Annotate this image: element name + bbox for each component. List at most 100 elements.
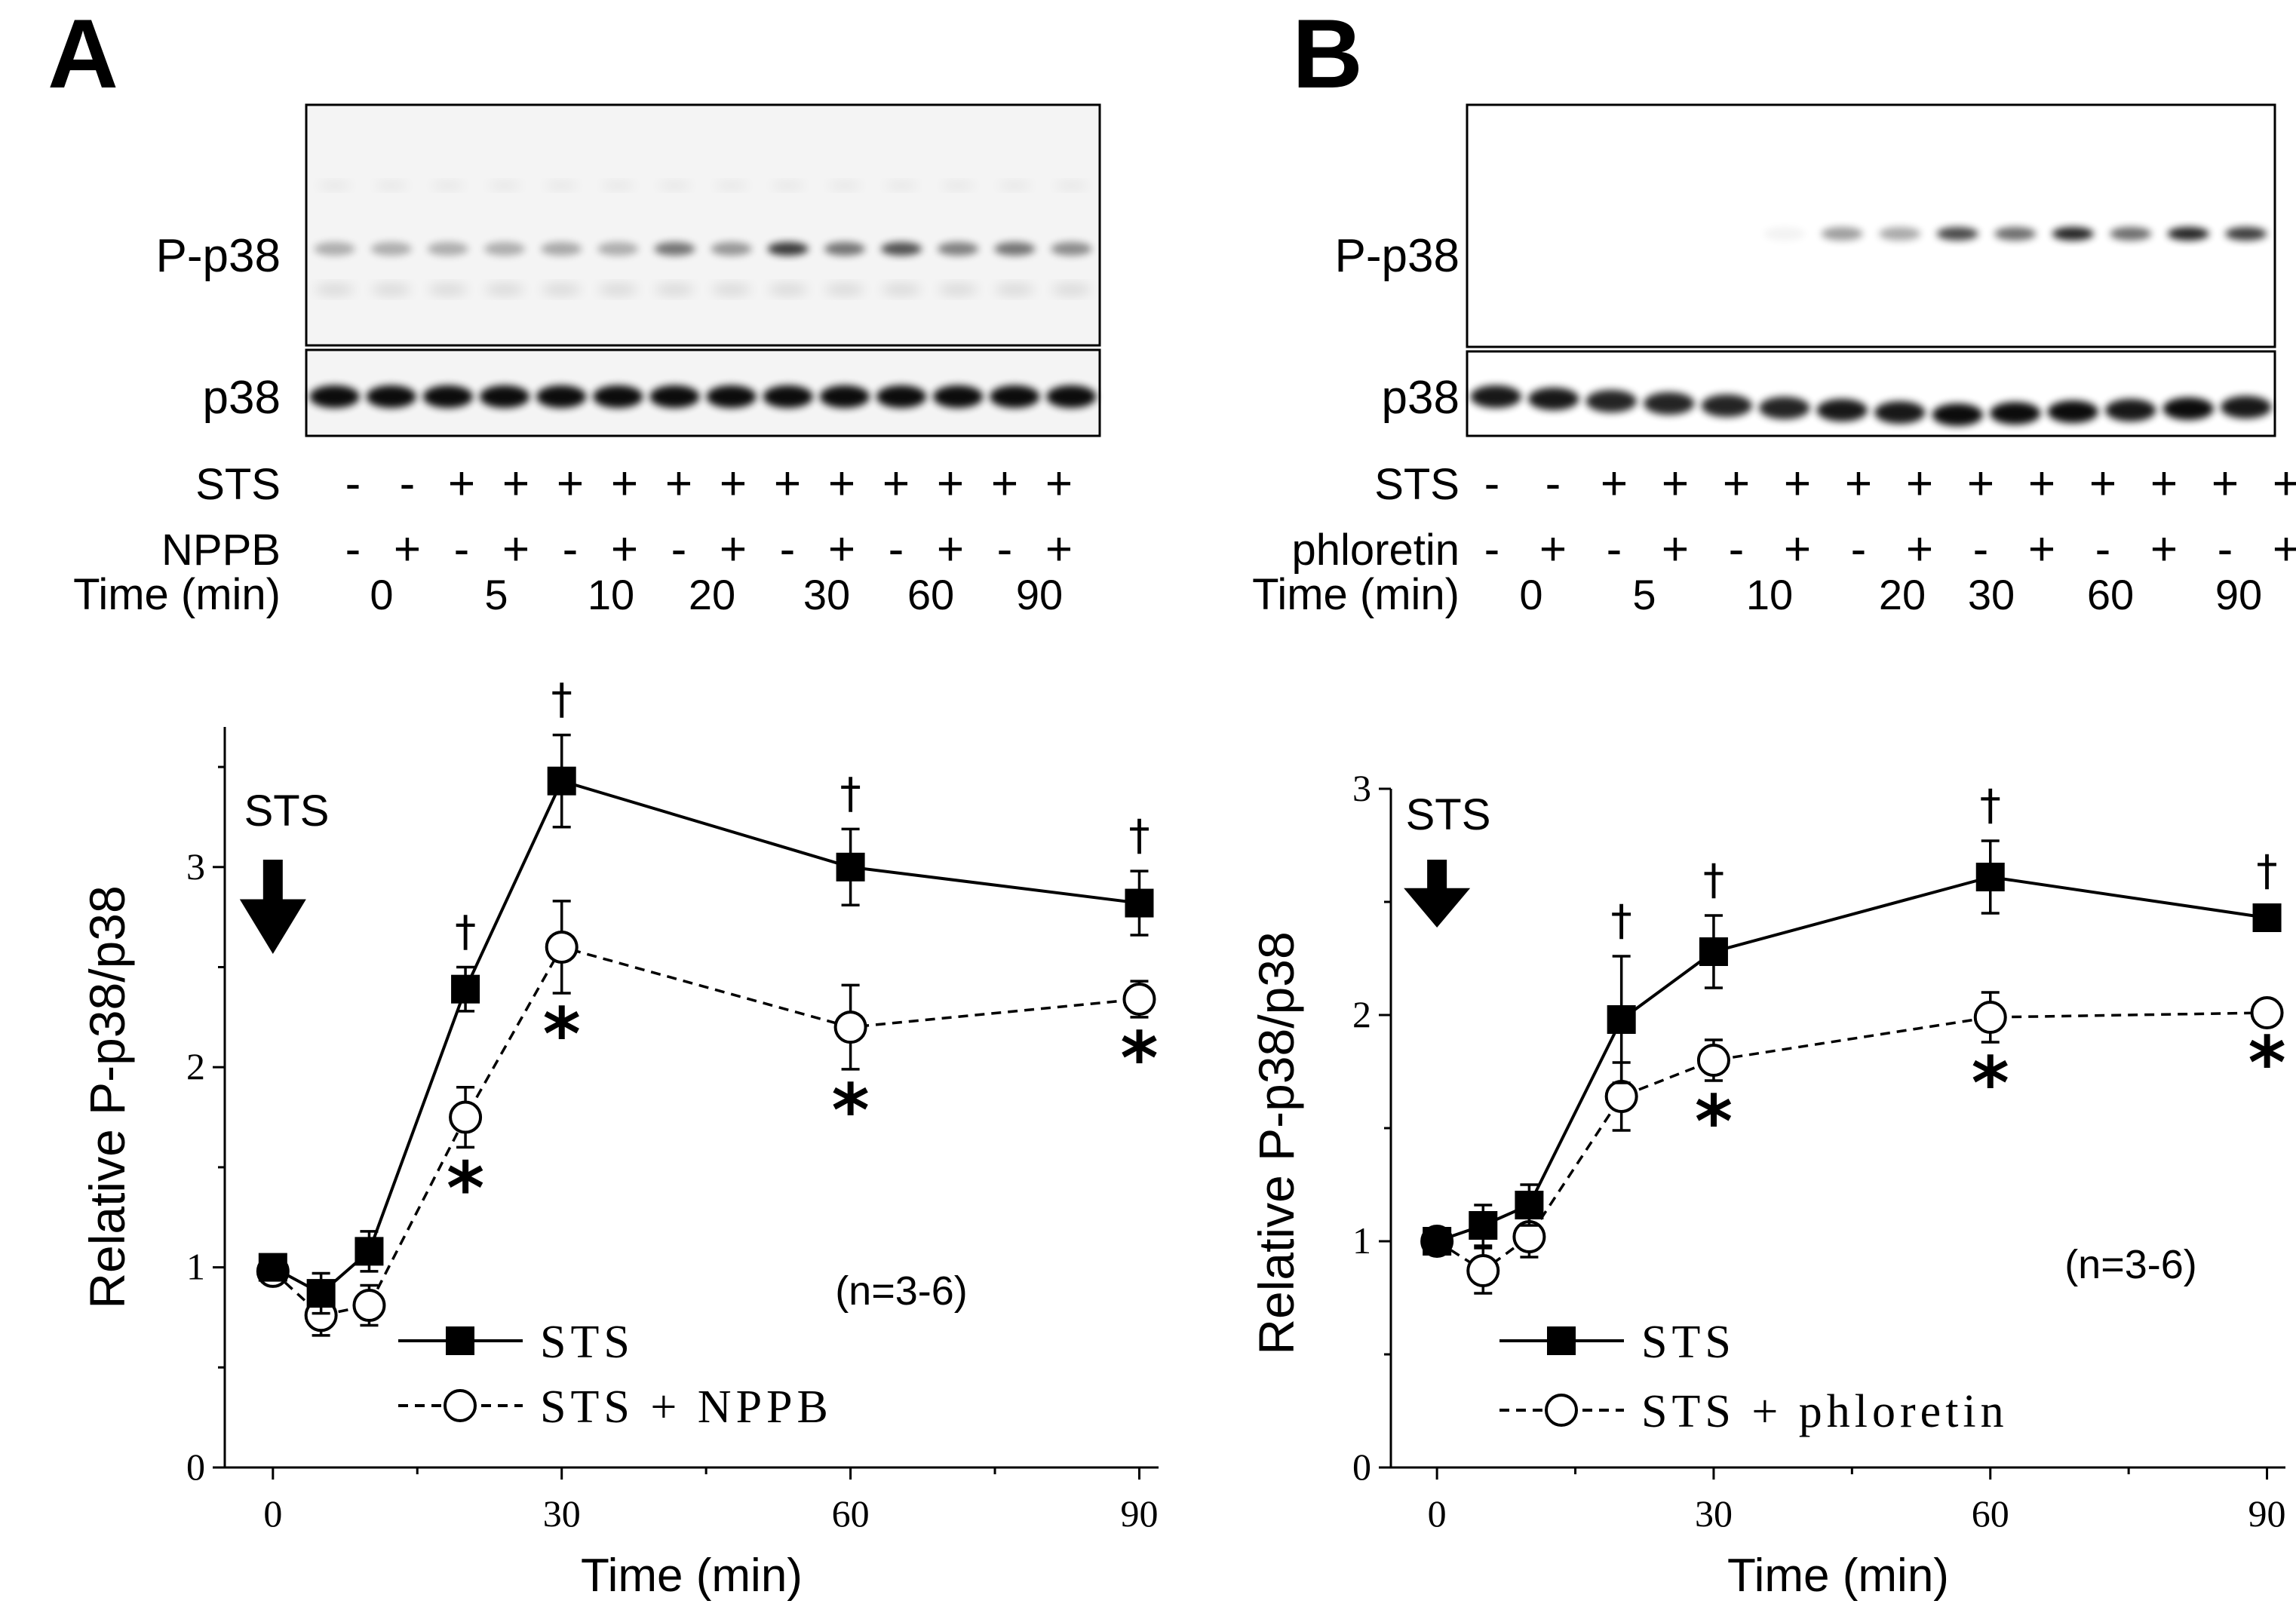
total-band — [933, 385, 984, 408]
phospho-band — [1051, 242, 1092, 256]
treatment-sign: - — [671, 523, 687, 575]
treatment-sign: + — [937, 523, 964, 575]
treatment-sign: + — [720, 458, 747, 510]
phospho-band — [994, 242, 1036, 256]
background-band — [487, 182, 522, 189]
stimulus-arrow-shaft — [262, 860, 283, 903]
treatment-sign: + — [611, 523, 638, 575]
background-band — [1051, 284, 1091, 295]
x-tick-label: 90 — [1120, 1492, 1158, 1535]
total-band — [1701, 394, 1752, 417]
background-band — [827, 182, 862, 189]
dagger-marker: † — [455, 907, 476, 956]
blot-box-phospho — [1466, 103, 2276, 348]
background-band — [714, 182, 749, 189]
treatment-sign: + — [1045, 523, 1073, 575]
treatment-sign: + — [1723, 458, 1750, 510]
treatment-sign: + — [557, 458, 584, 510]
legend-marker-circle — [444, 1389, 477, 1422]
x-axis-label: Time (min) — [1727, 1550, 1949, 1602]
data-point-square — [1607, 1005, 1636, 1034]
treatment-sign: - — [1546, 458, 1561, 510]
data-point-square — [547, 766, 576, 796]
total-band — [649, 385, 700, 408]
treatment-sign: + — [611, 458, 638, 510]
dagger-marker: † — [1611, 897, 1632, 946]
phospho-band — [1936, 227, 1978, 241]
total-band — [1932, 403, 1983, 426]
star-marker: * — [447, 1146, 484, 1231]
row-label-phospho: P-p38 — [1335, 230, 1460, 282]
background-band — [484, 284, 525, 295]
blot-box-total — [1466, 350, 2276, 437]
background-band — [771, 182, 806, 189]
data-point-square — [451, 974, 480, 1004]
treatment-sign: - — [889, 523, 904, 575]
x-tick-label: 30 — [543, 1492, 581, 1535]
panel-letter: A — [48, 0, 118, 109]
treatment-label: phloretin — [1292, 526, 1460, 575]
phospho-band — [2225, 227, 2267, 241]
treatment-sign: + — [502, 523, 529, 575]
treatment-sign: + — [1906, 458, 1933, 510]
treatment-sign: + — [828, 523, 855, 575]
data-point-square — [1125, 888, 1154, 918]
treatment-sign: + — [882, 458, 910, 510]
total-band — [1470, 385, 1521, 408]
y-tick-label: 3 — [186, 845, 205, 888]
total-band — [2105, 399, 2156, 422]
x-tick-label: 0 — [263, 1492, 282, 1535]
treatment-sign: + — [2150, 458, 2178, 510]
treatment-sign: - — [1729, 523, 1745, 575]
sample-size-label: (n=3-6) — [835, 1268, 968, 1314]
treatment-sign: + — [991, 458, 1018, 510]
time-label: Time (min) — [73, 570, 281, 619]
treatment-sign: - — [563, 523, 579, 575]
time-value: 60 — [2087, 571, 2134, 618]
phospho-band — [2110, 227, 2152, 241]
treatment-sign: + — [502, 458, 529, 510]
x-axis-label: Time (min) — [581, 1550, 803, 1602]
x-tick-label: 60 — [1972, 1492, 2009, 1535]
treatment-sign: - — [345, 523, 361, 575]
stimulus-arrow-head — [239, 899, 306, 954]
x-tick-label: 90 — [2248, 1492, 2286, 1535]
treatment-sign: - — [345, 458, 361, 510]
phospho-band — [2052, 227, 2094, 241]
phospho-band — [483, 242, 526, 256]
background-band — [994, 284, 1035, 295]
panel-letter: B — [1292, 0, 1363, 109]
y-tick-label: 1 — [186, 1246, 205, 1288]
total-band — [2162, 397, 2214, 420]
data-point-square — [258, 1253, 287, 1282]
y-axis-label: Relative P-p38/p38 — [79, 885, 135, 1308]
legend-marker-square — [446, 1326, 474, 1355]
phospho-band — [938, 242, 979, 256]
star-marker: * — [1120, 1017, 1158, 1101]
star-marker: * — [543, 992, 581, 1077]
total-band — [763, 385, 813, 408]
row-label-phospho: P-p38 — [156, 230, 281, 282]
background-band — [371, 284, 412, 295]
background-band — [597, 284, 638, 295]
treatment-sign: + — [1967, 458, 1994, 510]
background-band — [938, 284, 978, 295]
total-band — [536, 385, 587, 408]
time-value: 90 — [2215, 571, 2262, 618]
phospho-band — [314, 242, 355, 256]
data-point-circle — [352, 1289, 386, 1323]
row-label-total: p38 — [203, 372, 281, 424]
y-tick-label: 2 — [1352, 993, 1371, 1035]
total-band — [876, 385, 927, 408]
y-tick-label: 0 — [1352, 1446, 1371, 1488]
total-band — [479, 385, 530, 408]
phospho-band — [880, 242, 922, 256]
star-marker: * — [2248, 1021, 2285, 1106]
time-value: 30 — [803, 571, 850, 618]
x-tick-label: 30 — [1695, 1492, 1733, 1535]
total-band — [1585, 390, 1637, 412]
background-band — [657, 182, 692, 189]
dagger-marker: † — [840, 769, 861, 818]
